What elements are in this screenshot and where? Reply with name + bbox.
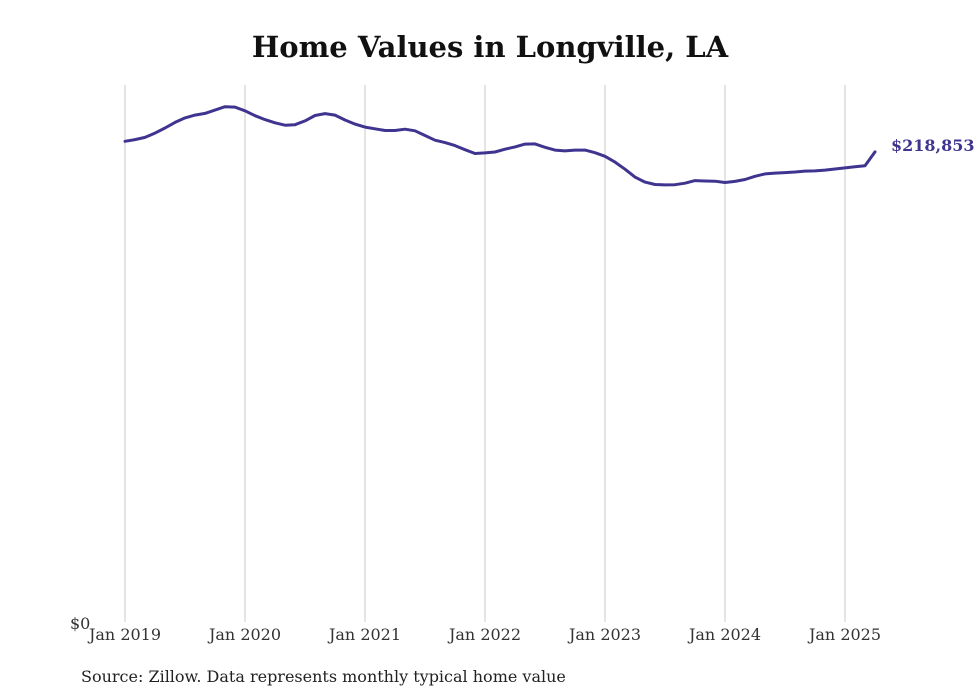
data-point — [283, 124, 287, 127]
data-point — [573, 148, 577, 152]
data-point — [313, 114, 317, 117]
data-point — [173, 121, 177, 124]
end-value-label: $218,853 — [891, 136, 975, 155]
data-point — [593, 151, 597, 154]
data-point — [823, 168, 827, 172]
data-point — [323, 112, 327, 115]
data-point — [253, 114, 257, 117]
data-point — [523, 142, 527, 146]
data-point — [783, 171, 787, 174]
data-point — [243, 109, 247, 113]
data-point — [813, 169, 817, 173]
data-point — [263, 118, 267, 121]
data-point — [643, 180, 647, 184]
data-point — [733, 180, 737, 183]
data-point — [693, 179, 697, 182]
data-point — [723, 181, 727, 184]
data-point — [343, 118, 347, 122]
data-point — [403, 128, 407, 131]
data-point — [673, 183, 677, 186]
data-point — [133, 138, 137, 141]
data-point — [603, 155, 607, 158]
x-tick-label: Jan 2022 — [447, 625, 521, 644]
data-point — [333, 113, 337, 117]
x-tick-label: Jan 2020 — [207, 625, 281, 644]
data-point — [223, 105, 227, 108]
data-point — [563, 149, 567, 153]
data-point — [273, 121, 277, 125]
data-point — [583, 148, 587, 152]
data-point — [163, 126, 167, 130]
gridlines — [124, 85, 846, 622]
data-point — [553, 148, 557, 152]
data-point — [423, 134, 427, 137]
data-point — [353, 122, 357, 126]
data-point — [293, 123, 297, 126]
data-point — [203, 112, 207, 115]
series-line — [123, 105, 877, 187]
x-tick-label: Jan 2023 — [567, 625, 641, 644]
data-point — [623, 168, 627, 171]
data-point — [833, 167, 837, 171]
data-point — [853, 165, 857, 168]
data-point — [383, 129, 387, 132]
data-point — [793, 170, 797, 174]
x-tick-label: Jan 2019 — [87, 625, 161, 644]
data-point — [143, 136, 147, 139]
data-point — [633, 175, 637, 179]
data-point — [873, 150, 877, 154]
data-point — [373, 127, 377, 130]
chart-title: Home Values in Longville, LA — [251, 30, 729, 64]
data-point — [183, 116, 187, 120]
data-point — [303, 119, 307, 123]
data-point — [463, 148, 467, 151]
x-tick-label: Jan 2024 — [687, 625, 761, 644]
data-point — [153, 131, 157, 135]
data-point — [803, 169, 807, 173]
series-layer — [123, 105, 877, 187]
x-tick-label: Jan 2021 — [327, 625, 401, 644]
data-point — [433, 139, 437, 142]
data-point — [193, 113, 197, 117]
data-point — [473, 152, 477, 155]
data-point — [713, 180, 717, 183]
data-point — [233, 105, 237, 109]
data-point — [663, 183, 667, 187]
data-point — [213, 108, 217, 112]
data-point — [613, 160, 617, 164]
data-point — [543, 146, 547, 149]
data-point — [743, 178, 747, 181]
data-point — [493, 150, 497, 154]
x-tick-label: Jan 2025 — [807, 625, 881, 644]
data-point — [703, 179, 707, 183]
data-point — [443, 141, 447, 144]
data-point — [513, 145, 517, 149]
data-point — [653, 183, 657, 186]
axis-labels: Jan 2019 Jan 2020 Jan 2021 Jan 2022 Jan 2023… — [70, 136, 975, 644]
data-point — [533, 142, 537, 146]
data-point — [503, 148, 507, 151]
data-point — [863, 164, 867, 167]
data-point — [763, 172, 767, 176]
data-point — [413, 129, 417, 132]
data-point — [773, 171, 777, 175]
data-point — [483, 151, 487, 155]
source-note: Source: Zillow. Data represents monthly … — [81, 667, 566, 686]
data-point — [123, 140, 127, 143]
data-point — [453, 144, 457, 147]
data-point — [363, 125, 367, 129]
y-tick-label: $0 — [70, 614, 90, 633]
data-point — [753, 175, 757, 178]
data-point — [843, 166, 847, 170]
data-point — [683, 182, 687, 185]
data-point — [393, 129, 397, 132]
